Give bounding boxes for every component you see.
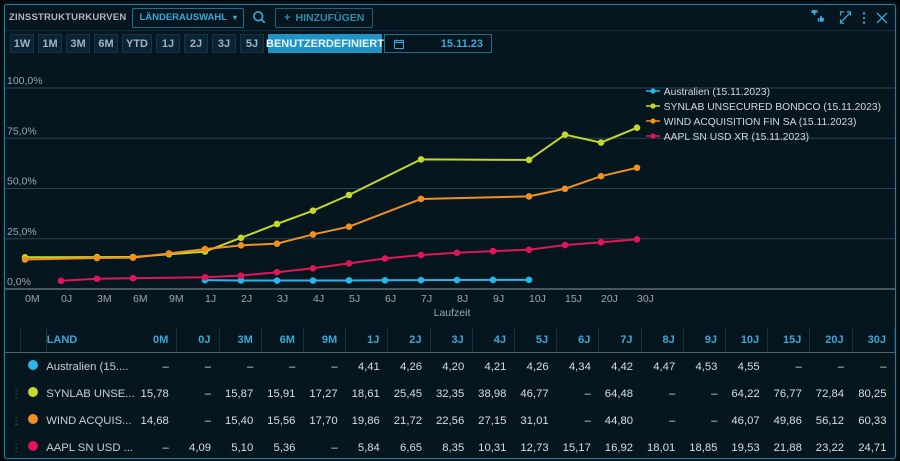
svg-text:0,0%: 0,0% bbox=[7, 276, 31, 288]
svg-text:25,0%: 25,0% bbox=[7, 226, 37, 238]
svg-text:20J: 20J bbox=[601, 293, 618, 305]
svg-text:0M: 0M bbox=[25, 293, 40, 305]
svg-text:30J: 30J bbox=[637, 293, 654, 305]
svg-text:15J: 15J bbox=[565, 293, 582, 305]
svg-text:9J: 9J bbox=[493, 293, 504, 305]
svg-text:2J: 2J bbox=[241, 293, 252, 305]
svg-text:3J: 3J bbox=[277, 293, 288, 305]
svg-text:6J: 6J bbox=[385, 293, 396, 305]
svg-text:1J: 1J bbox=[205, 293, 216, 305]
svg-text:4J: 4J bbox=[313, 293, 324, 305]
svg-text:6M: 6M bbox=[133, 293, 148, 305]
svg-text:7J: 7J bbox=[421, 293, 432, 305]
svg-text:9M: 9M bbox=[169, 293, 184, 305]
svg-text:100,0%: 100,0% bbox=[7, 75, 43, 87]
svg-text:50,0%: 50,0% bbox=[7, 176, 37, 188]
svg-text:3M: 3M bbox=[97, 293, 112, 305]
svg-text:8J: 8J bbox=[457, 293, 468, 305]
svg-text:Laufzeit: Laufzeit bbox=[434, 307, 471, 319]
svg-text:10J: 10J bbox=[529, 293, 546, 305]
svg-text:0J: 0J bbox=[61, 293, 72, 305]
svg-text:5J: 5J bbox=[349, 293, 360, 305]
svg-text:75,0%: 75,0% bbox=[7, 125, 37, 137]
